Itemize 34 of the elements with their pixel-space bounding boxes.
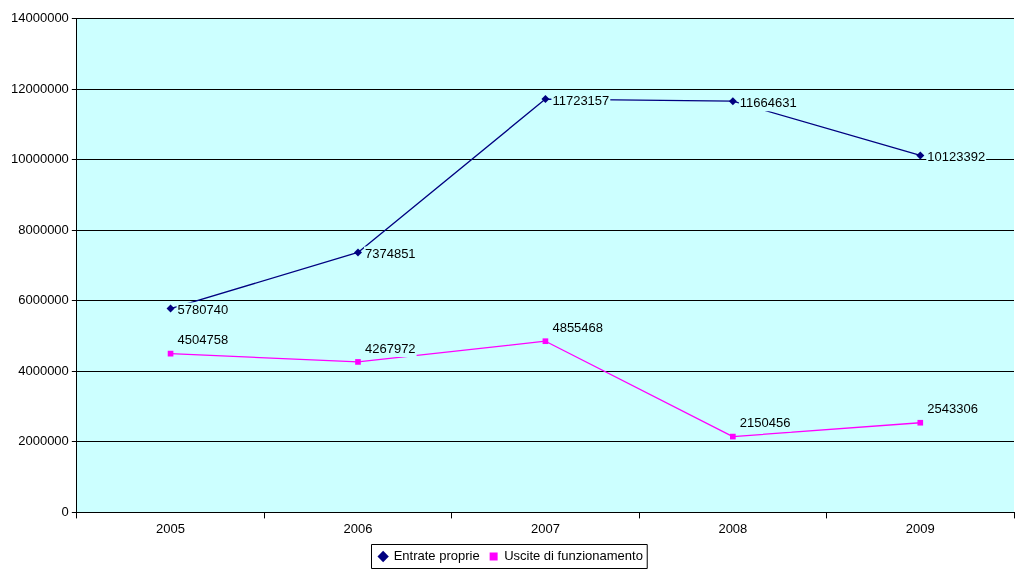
y-tick-label: 10000000 [11,151,69,167]
data-label: 4267972 [364,340,416,356]
x-tick-label: 2005 [156,520,186,536]
y-tick-label: 6000000 [18,292,69,308]
data-label: 2150456 [739,415,791,431]
point [541,95,550,104]
point [353,248,362,257]
point [917,419,924,426]
x-tick-label: 2007 [530,520,560,536]
y-tick-label: 2000000 [18,433,69,449]
x-tick-label: 2006 [343,520,373,536]
x-tick-label: 2008 [718,520,748,536]
legend-label: Entrate proprie [393,548,480,564]
legend-label: Uscite di funzionamento [504,548,643,564]
y-tick-label: 8000000 [18,221,69,237]
data-label: 10123392 [927,149,986,165]
point [730,433,736,440]
x-tick-label: 2009 [905,520,935,536]
point [916,151,925,160]
data-label: 4504758 [177,332,229,348]
y-tick-label: 0 [61,503,69,519]
data-label: 11723157 [552,92,610,108]
point [355,359,361,365]
data-label: 7374851 [364,245,416,261]
data-label: 4855468 [552,319,604,335]
data-label: 2543306 [927,401,978,417]
y-tick-label: 4000000 [18,362,69,378]
y-tick-label: 14000000 [11,10,69,26]
point [542,338,549,345]
data-label: 11664631 [739,94,797,110]
point [166,304,175,313]
y-tick-label: 12000000 [11,80,69,96]
data-label: 5780740 [177,302,229,318]
point [728,97,737,106]
